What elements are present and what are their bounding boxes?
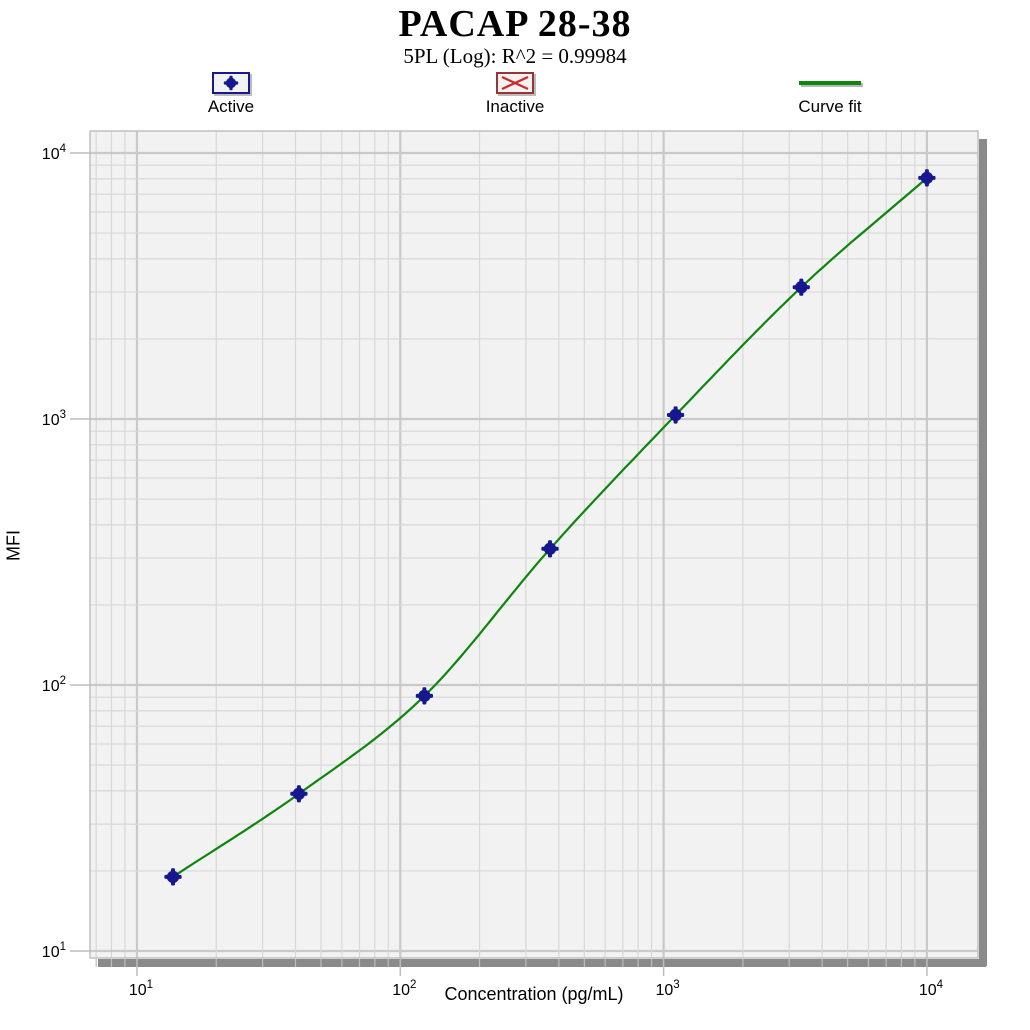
data-point	[541, 540, 559, 558]
plot-shadow-right	[979, 139, 987, 966]
inactive-marker-icon	[496, 72, 534, 94]
y-axis-title: MFI	[3, 530, 24, 561]
data-point	[667, 406, 685, 424]
x-tick-label: 102	[392, 979, 416, 999]
y-tick-label: 104	[42, 143, 67, 163]
legend-label-curve-fit: Curve fit	[798, 97, 862, 116]
x-tick-label: 101	[129, 979, 153, 999]
active-point-marker	[415, 693, 433, 698]
active-point-marker	[792, 285, 810, 290]
active-point-marker	[918, 175, 936, 180]
active-point-marker	[667, 413, 685, 417]
legend-entry-curve-fit: Curve fit	[750, 72, 910, 116]
legend-entry-inactive: Inactive	[435, 72, 595, 116]
plot-shadow-bottom	[98, 959, 986, 967]
data-point	[918, 169, 936, 187]
chart-title: PACAP 28-38	[398, 3, 632, 45]
x-tick-label: 104	[919, 979, 944, 999]
plot-area	[90, 131, 978, 958]
active-marker-icon	[212, 72, 250, 94]
curve-fit-line-icon	[799, 81, 861, 85]
active-point-marker	[290, 791, 308, 796]
legend-entry-active: Active	[151, 72, 311, 116]
x-tick-label: 103	[656, 979, 680, 999]
plot-border	[89, 130, 979, 959]
x-axis-title: Concentration (pg/mL)	[444, 984, 624, 1004]
active-point-marker	[541, 546, 559, 551]
active-point-marker	[164, 874, 182, 879]
y-tick-label: 102	[42, 675, 66, 695]
data-point	[164, 868, 182, 886]
chart-subtitle: 5PL (Log): R^2 = 0.99984	[403, 44, 627, 68]
red-x-icon	[501, 76, 529, 90]
data-point	[792, 278, 810, 296]
active-dot-icon	[223, 75, 239, 91]
data-point	[415, 687, 433, 705]
legend-label-active: Active	[207, 97, 255, 116]
data-point	[290, 785, 308, 803]
y-tick-label: 103	[42, 409, 66, 429]
legend-label-inactive: Inactive	[485, 97, 545, 116]
y-tick-label: 101	[42, 941, 66, 961]
